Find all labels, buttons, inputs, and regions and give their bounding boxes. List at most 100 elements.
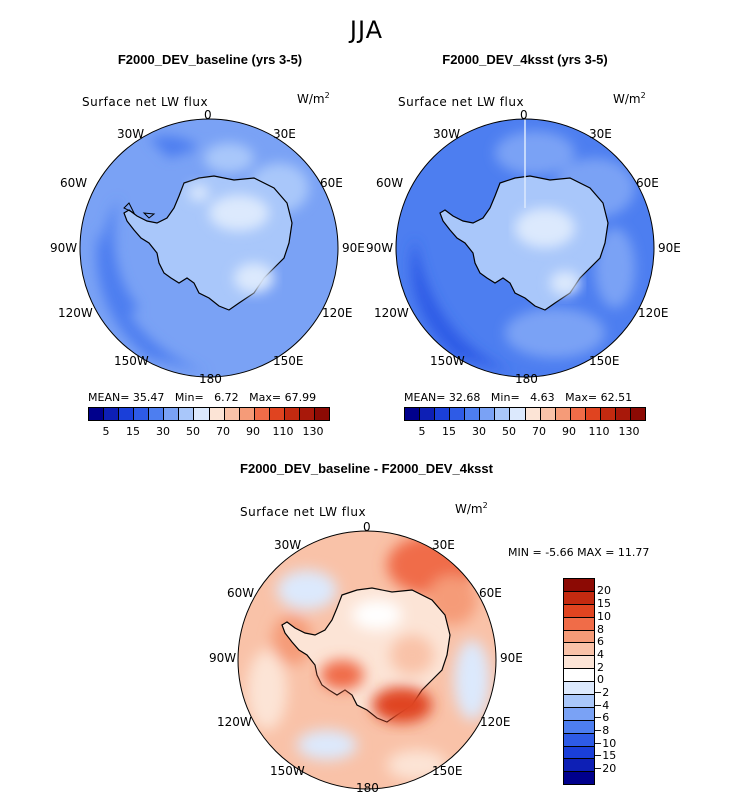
lon-label-30w: 30W — [433, 127, 461, 141]
lon-label-90e: 90E — [658, 241, 681, 255]
lon-label-150w: 150W — [114, 354, 149, 368]
units-label-4ksst: W/m2 — [613, 91, 646, 106]
colorbar-4ksst — [404, 407, 646, 421]
polar-map-4ksst — [395, 118, 655, 378]
colorbar-swatch — [194, 408, 210, 420]
lon-label-150e: 150E — [589, 354, 620, 368]
colorbar-swatch — [564, 630, 594, 644]
tick: 30 — [472, 425, 486, 438]
colorbar-swatch — [134, 408, 150, 420]
tick: 70 — [216, 425, 230, 438]
lon-label-120w: 120W — [374, 306, 409, 320]
tick: 50 — [186, 425, 200, 438]
colorbar-swatch — [564, 682, 594, 696]
lon-label-90w: 90W — [366, 241, 394, 255]
tick: 10 — [597, 610, 611, 623]
colorbar-swatch — [89, 408, 105, 420]
colorbar-swatch — [239, 408, 255, 420]
lon-label-60e: 60E — [636, 176, 659, 190]
tick: 15 — [126, 425, 140, 438]
colorbar-swatch — [540, 408, 556, 420]
lon-label-90e: 90E — [342, 241, 365, 255]
tick: 6 — [597, 635, 604, 648]
colorbar-diff — [563, 578, 595, 786]
lon-label-30e: 30E — [273, 127, 296, 141]
stats-4ksst: MEAN= 32.68 Min= 4.63 Max= 62.51 — [404, 391, 633, 404]
diff-title: F2000_DEV_baseline - F2000_DEV_4ksst — [240, 461, 493, 476]
colorbar-swatch — [254, 408, 270, 420]
colorbar-swatch — [224, 408, 240, 420]
colorbar-swatch — [564, 772, 594, 785]
colorbar-ticks-diff: 20 15 10 8 6 4 2 0 −2 −4 −6 −8 −10 −15 −… — [593, 578, 637, 778]
colorbar-swatch — [585, 408, 601, 420]
tick: 110 — [588, 425, 610, 438]
lon-label-90e: 90E — [500, 651, 523, 665]
tick: −10 — [593, 737, 617, 750]
lon-label-180: 180 — [356, 781, 379, 795]
colorbar-swatch — [555, 408, 571, 420]
lon-label-60e: 60E — [320, 176, 343, 190]
colorbar-swatch — [465, 408, 481, 420]
colorbar-swatch — [164, 408, 180, 420]
colorbar-swatch — [564, 759, 594, 773]
colorbar-swatch — [564, 695, 594, 708]
colorbar-swatch — [209, 408, 225, 420]
tick: −8 — [593, 724, 610, 737]
lon-label-30e: 30E — [432, 538, 455, 552]
lon-label-90w: 90W — [50, 241, 78, 255]
lon-label-60w: 60W — [227, 586, 255, 600]
colorbar-swatch — [600, 408, 616, 420]
lon-label-0: 0 — [204, 108, 212, 122]
colorbar-swatch — [149, 408, 165, 420]
colorbar-swatch — [119, 408, 135, 420]
panel-title-baseline: F2000_DEV_baseline (yrs 3-5) — [117, 52, 303, 67]
colorbar-swatch — [104, 408, 120, 420]
colorbar-swatch — [314, 408, 329, 420]
colorbar-swatch — [525, 408, 541, 420]
colorbar-swatch — [510, 408, 526, 420]
tick: 20 — [597, 584, 611, 597]
tick: 110 — [272, 425, 294, 438]
lon-label-180: 180 — [515, 372, 538, 386]
colorbar-swatch — [495, 408, 511, 420]
colorbar-swatch — [564, 746, 594, 760]
colorbar-swatch — [615, 408, 631, 420]
lon-label-180: 180 — [199, 372, 222, 386]
tick: 90 — [246, 425, 260, 438]
colorbar-swatch — [480, 408, 496, 420]
tick: 5 — [102, 425, 110, 438]
lon-label-120e: 120E — [480, 715, 511, 729]
lon-label-90w: 90W — [209, 651, 237, 665]
colorbar-swatch — [299, 408, 315, 420]
tick: −15 — [593, 749, 617, 762]
lon-label-120e: 120E — [322, 306, 353, 320]
variable-label-baseline: Surface net LW flux — [82, 95, 209, 109]
colorbar-swatch — [420, 408, 436, 420]
lon-label-0: 0 — [363, 520, 371, 534]
tick: 70 — [532, 425, 546, 438]
colorbar-swatch — [179, 408, 195, 420]
stats-diff: MIN = -5.66 MAX = 11.77 — [508, 546, 650, 559]
tick: −6 — [593, 711, 610, 724]
tick: 4 — [597, 648, 604, 661]
tick: 15 — [442, 425, 456, 438]
lon-label-30w: 30W — [274, 538, 302, 552]
tick: 2 — [597, 661, 604, 674]
units-label-baseline: W/m2 — [297, 91, 330, 106]
colorbar-swatch — [564, 720, 594, 734]
colorbar-swatch — [564, 656, 594, 670]
colorbar-swatch — [564, 591, 594, 605]
tick: 30 — [156, 425, 170, 438]
colorbar-ticks-baseline: 5 15 30 50 70 90 110 130 — [88, 425, 328, 439]
colorbar-swatch — [630, 408, 645, 420]
lon-label-30e: 30E — [589, 127, 612, 141]
polar-map-diff — [237, 530, 497, 790]
colorbar-swatch — [405, 408, 421, 420]
tick: 90 — [562, 425, 576, 438]
colorbar-swatch — [564, 707, 594, 721]
tick: 8 — [597, 623, 604, 636]
colorbar-ticks-4ksst: 5 15 30 50 70 90 110 130 — [404, 425, 644, 439]
lon-label-60e: 60E — [479, 586, 502, 600]
lon-label-150w: 150W — [430, 354, 465, 368]
lon-label-120e: 120E — [638, 306, 669, 320]
